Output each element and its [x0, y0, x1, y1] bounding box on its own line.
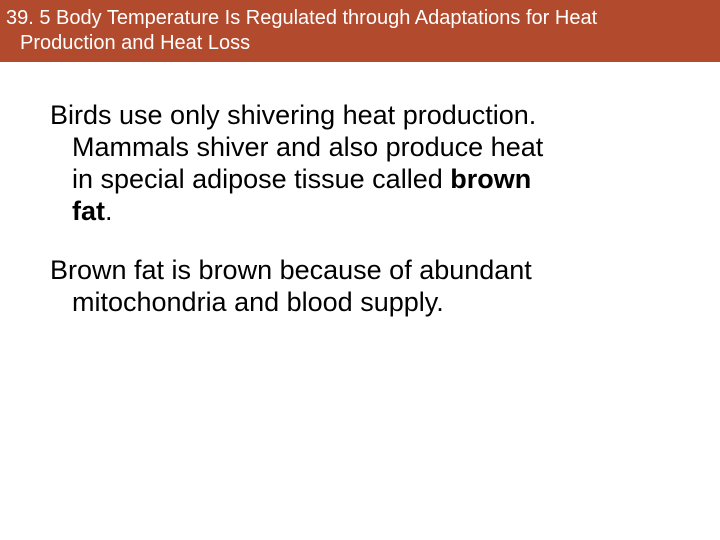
p1-line3: in special adipose tissue called brown [50, 164, 670, 196]
slide-content: Birds use only shivering heat production… [0, 62, 720, 319]
p1-l3-text: in special adipose tissue called [72, 164, 450, 194]
header-line-1: 39. 5 Body Temperature Is Regulated thro… [6, 6, 710, 31]
p1-l3-bold: brown [450, 164, 531, 194]
p2-line1: Brown fat is brown because of abundant [50, 255, 532, 285]
slide-header: 39. 5 Body Temperature Is Regulated thro… [0, 0, 720, 62]
paragraph-1: Birds use only shivering heat production… [50, 100, 670, 227]
p1-l4-bold: fat [72, 196, 105, 226]
p1-line2: Mammals shiver and also produce heat [50, 132, 670, 164]
p2-line2: mitochondria and blood supply. [50, 287, 670, 319]
header-line-2: Production and Heat Loss [6, 31, 710, 56]
p1-line4: fat. [50, 196, 670, 228]
p1-l4-rest: . [105, 196, 113, 226]
p1-line1: Birds use only shivering heat production… [50, 100, 536, 130]
paragraph-2: Brown fat is brown because of abundant m… [50, 255, 670, 319]
